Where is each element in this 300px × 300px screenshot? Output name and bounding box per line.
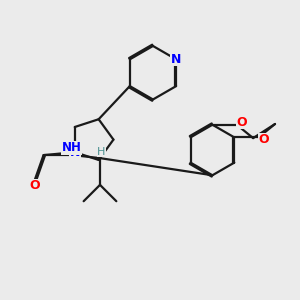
Text: O: O [29,179,40,192]
Text: NH: NH [62,141,82,154]
Text: H: H [97,147,106,157]
Text: N: N [70,146,80,159]
Text: O: O [259,133,269,146]
Text: O: O [237,116,248,129]
Text: N: N [171,53,181,66]
